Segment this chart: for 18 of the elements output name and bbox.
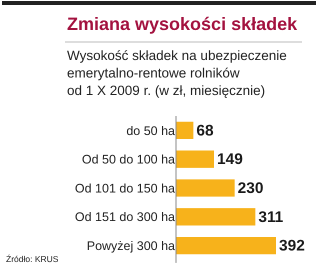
bar (176, 179, 235, 197)
y-tick-label: Od 151 do 300 ha (74, 210, 176, 224)
data-label: 311 (258, 208, 284, 226)
chart-subtitle: Wysokość składek na ubezpieczenie emerytalno-rentowe rolników od 1 X 2009 r. (w zł, miesięcznie) (67, 48, 287, 98)
y-tick-label: Od 50 do 100 ha (82, 152, 176, 167)
y-tick-label: do 50 ha (126, 124, 176, 138)
bar (176, 122, 194, 140)
chart-title: Zmiana wysokości składek (67, 14, 298, 34)
bar (176, 208, 256, 226)
data-label: 392 (279, 238, 305, 255)
bar (176, 150, 214, 168)
y-tick-label: Od 101 do 150 ha (74, 181, 176, 196)
y-tick-label: Powyżej 300 ha (86, 238, 176, 253)
data-label: 68 (196, 122, 214, 140)
bar (176, 236, 276, 254)
text: Źródło: KRUS (6, 254, 59, 264)
data-label: 230 (238, 180, 264, 197)
data-label: 149 (217, 151, 244, 168)
